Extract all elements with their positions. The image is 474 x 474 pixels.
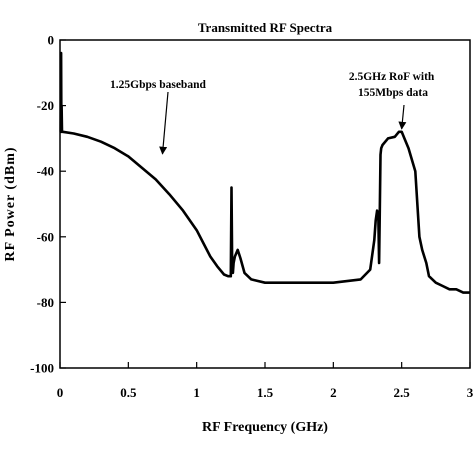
x-tick-label: 2.5 [394, 385, 411, 400]
x-tick-label: 1 [193, 385, 200, 400]
annotation-rof-line-1: 2.5GHz RoF with [349, 71, 435, 83]
annotation-baseband-arrow [159, 91, 169, 155]
x-axis: 0 0.5 1 1.5 2 2.5 3 [57, 362, 474, 400]
annotation-baseband: 1.25Gbps baseband [110, 79, 206, 91]
y-tick-label: -20 [37, 98, 54, 113]
y-tick-label: -40 [37, 164, 54, 179]
x-tick-label: 0.5 [120, 385, 137, 400]
series-line [59, 51, 470, 294]
y-tick-label: 0 [48, 33, 55, 48]
y-axis: 0 -20 -40 -60 -80 -100 [30, 33, 66, 376]
annotation-rof-arrow [398, 104, 407, 130]
x-tick-label: 3 [467, 385, 474, 400]
x-axis-label: RF Frequency (GHz) [202, 420, 328, 435]
chart-title: Transmitted RF Spectra [198, 20, 333, 35]
annotation-rof: 2.5GHz RoF with 155Mbps data [349, 71, 437, 99]
y-axis-label: RF Power (dBm) [3, 146, 18, 261]
x-tick-label: 2 [330, 385, 337, 400]
x-tick-label: 1.5 [257, 385, 274, 400]
y-tick-label: -100 [30, 361, 54, 376]
y-tick-label: -60 [37, 229, 54, 244]
annotation-rof-line-2: 155Mbps data [358, 87, 428, 99]
x-tick-label: 0 [57, 385, 64, 400]
y-tick-label: -80 [37, 295, 54, 310]
